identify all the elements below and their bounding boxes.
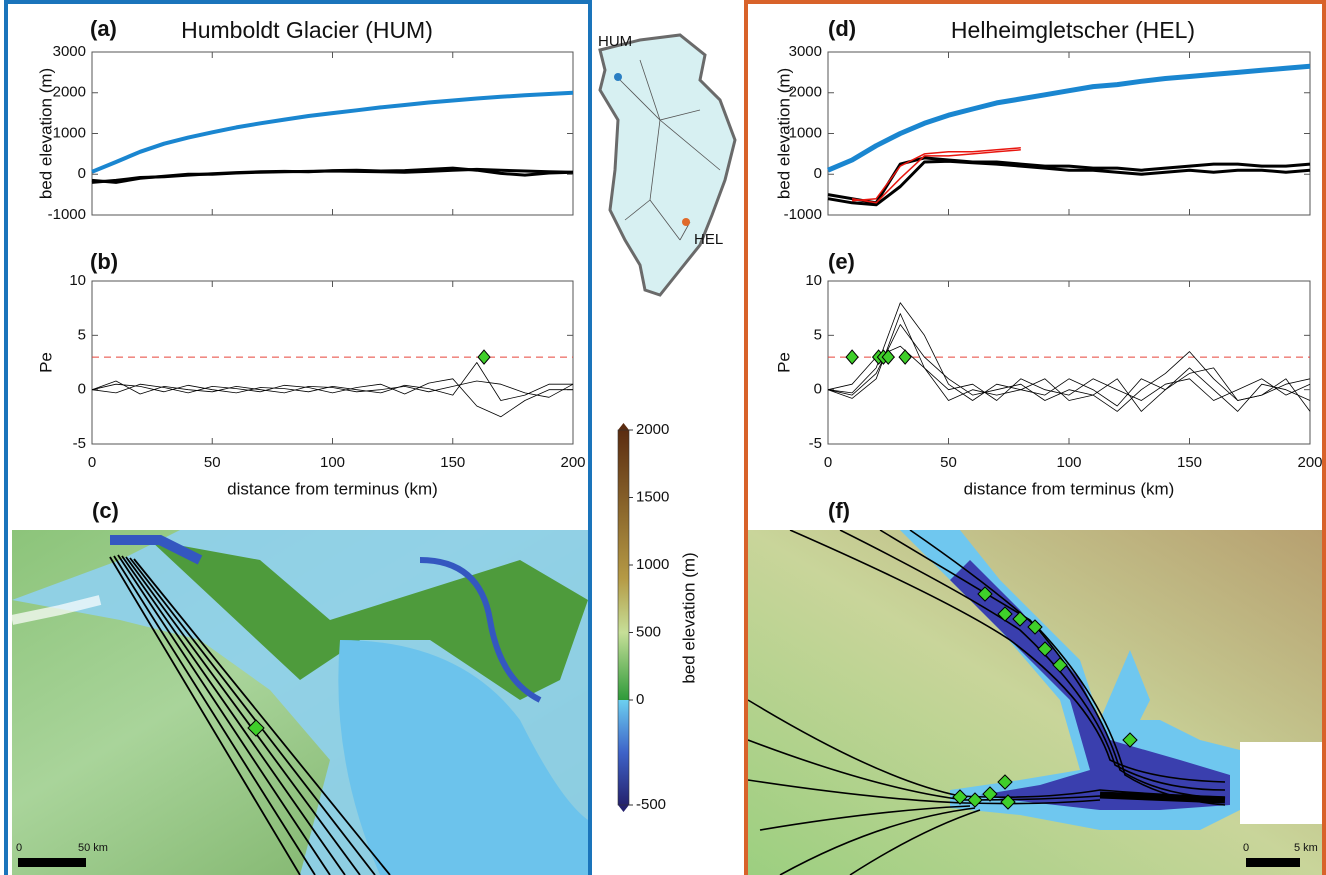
series-line [92,381,573,397]
marker [899,350,911,364]
plot-frame [828,281,1310,444]
panel-label: (c) [92,498,119,523]
x-axis-label: distance from terminus (km) [964,479,1175,498]
series-line [828,158,1310,203]
marker [846,350,858,364]
map-f [748,530,1322,875]
figure: (c) 0 50 km (f) 0 5 km [0,0,1326,875]
colorbar-tick-label: 1000 [636,556,669,573]
scale-end: 5 km [1294,842,1318,854]
colorbar: -500 0 500 1000 1500 2000 bed elevation (m) [618,421,698,813]
x-tick-label: 150 [440,454,465,471]
scale-start: 0 [16,842,22,854]
chart-title: Helheimgletscher (HEL) [951,17,1195,43]
y-tick-label: 3000 [53,43,86,60]
y-tick-label: 3000 [789,43,822,60]
series-line [92,93,573,172]
x-tick-label: 50 [940,454,957,471]
x-tick-label: 100 [320,454,345,471]
marker [478,350,490,364]
x-tick-label: 200 [560,454,585,471]
scale-start: 0 [1243,842,1249,854]
y-tick-label: -1000 [784,206,822,223]
y-tick-label: 5 [814,326,822,343]
y-tick-label: 10 [69,272,86,289]
x-tick-label: 100 [1056,454,1081,471]
y-tick-label: 0 [814,165,822,182]
y-tick-label: 5 [78,326,86,343]
y-axis-label: bed elevation (m) [36,68,55,199]
colorbar-tick-label: 500 [636,623,661,640]
panel-label: (a) [90,16,117,41]
y-axis-label: bed elevation (m) [774,68,793,199]
x-tick-label: 0 [88,454,96,471]
colorbar-tick-label: 2000 [636,421,669,438]
panel-label: (e) [828,249,855,274]
plot-frame [92,52,573,215]
series-line [828,66,1310,170]
colorbar-negative [618,700,629,805]
x-axis-label: distance from terminus (km) [227,479,438,498]
colorbar-tick-label: 0 [636,691,644,708]
y-axis-label: Pe [774,352,793,373]
x-tick-label: 0 [824,454,832,471]
series-line [828,346,1310,400]
y-tick-label: 2000 [789,84,822,101]
series-line [92,363,573,401]
colorbar-tick-label: -500 [636,796,666,813]
chart-title: Humboldt Glacier (HUM) [181,17,433,43]
colorbar-tick-label: 1500 [636,488,669,505]
y-tick-label: 1000 [789,124,822,141]
x-tick-label: 200 [1297,454,1322,471]
y-tick-label: -5 [73,435,86,452]
colorbar-label: bed elevation (m) [679,552,698,683]
colorbar-cap [618,423,629,430]
x-tick-label: 150 [1177,454,1202,471]
inset-label: HUM [598,33,632,50]
colorbar-cap [618,805,629,812]
colorbar-positive [618,430,629,700]
series-line [828,325,1310,412]
y-tick-label: 0 [814,381,822,398]
y-axis-label: Pe [36,352,55,373]
panel-label: (d) [828,16,856,41]
y-tick-label: 10 [805,272,822,289]
series-line [828,161,1310,205]
x-tick-label: 50 [204,454,221,471]
y-tick-label: 1000 [53,124,86,141]
panel-label: (f) [828,498,850,523]
y-tick-label: 0 [78,165,86,182]
panel-label: (b) [90,249,118,274]
y-tick-label: -5 [809,435,822,452]
plot-frame [92,281,573,444]
inset-label: HEL [694,231,723,248]
greenland-inset [600,35,735,295]
scale-end: 50 km [78,842,108,854]
series-line [828,314,1310,412]
y-tick-label: 2000 [53,84,86,101]
y-tick-label: 0 [78,381,86,398]
y-tick-label: -1000 [48,206,86,223]
map-c [12,530,588,875]
